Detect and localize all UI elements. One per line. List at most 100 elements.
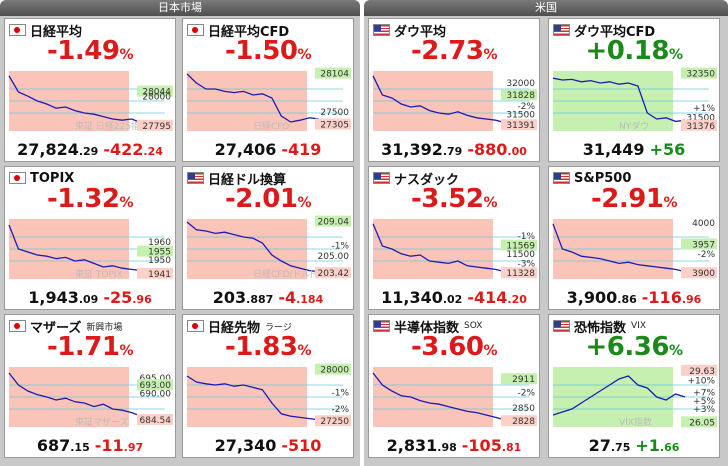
price-row: 203.887 -4.184	[183, 288, 353, 307]
price-row: 27,406 -419	[183, 140, 353, 159]
point-change-decimal: .81	[501, 441, 522, 454]
card-title: ナスダック	[373, 169, 459, 188]
axis-label-background	[681, 119, 717, 131]
percent-change-value: +0.18	[585, 36, 670, 66]
intraday-chart: 28000 -1% -2% 27250	[186, 363, 351, 427]
percent-change-value: -1.83	[225, 332, 298, 362]
axis-label: -2%	[517, 388, 535, 398]
point-change-integer: -422	[103, 140, 144, 159]
card-mothers[interactable]: マザーズ 新興市場 -1.71% 東証マザーズ 695.00 693.00 690.00 68…	[4, 314, 176, 458]
card-title: ダウ平均	[373, 21, 446, 40]
axis-label: 31828	[506, 91, 535, 101]
axis-label-background	[137, 379, 173, 391]
percent-change-value: +6.36	[585, 332, 670, 362]
axis-label-background	[137, 267, 173, 279]
point-change-integer: -880	[467, 140, 508, 159]
card-vix[interactable]: 恐怖指数 VIX +6.36% VIX指数 29.63 +10% +7% +5% +3% 26.0…	[548, 314, 720, 458]
percent-change: -2.91%	[549, 184, 719, 214]
axis-label-background	[315, 67, 351, 79]
point-change-decimal: .96	[681, 293, 702, 306]
axis-label: -3%	[517, 260, 535, 270]
axis-label: 695.00	[140, 374, 172, 384]
axis-label: 1960	[148, 238, 171, 248]
card-title: 日経ドル換算	[187, 169, 286, 188]
percent-change-value: -1.49	[47, 36, 120, 66]
point-change-integer: -414	[467, 288, 508, 307]
axis-label: 11569	[506, 242, 535, 252]
axis-label-background	[501, 415, 537, 427]
axis-label: 27250	[320, 417, 349, 427]
chart-watermark: NYダウ	[619, 120, 649, 132]
point-change-decimal: .24	[143, 145, 163, 158]
intraday-chart: 日経CFD/ドル円 209.04 -1%205.00 203.42	[186, 215, 351, 280]
axis-label-background	[137, 245, 173, 257]
point-change-decimal: .96	[132, 293, 152, 306]
price-row: 27.75 +1.66	[549, 436, 719, 455]
price-line	[186, 221, 320, 273]
card-title: TOPIX	[9, 169, 74, 187]
card-title: 恐怖指数 VIX	[553, 317, 646, 336]
percent-sign: %	[668, 343, 683, 359]
index-name: 日経平均CFD	[208, 24, 290, 40]
percent-change: +6.36%	[549, 332, 719, 362]
index-name: 恐怖指数	[574, 320, 627, 336]
chart-watermark: 東証マザーズ	[75, 416, 129, 428]
japan-market-panel-title: 日本市場	[0, 0, 360, 16]
index-name: ダウ平均CFD	[574, 24, 656, 40]
percent-change: -1.71%	[5, 332, 175, 362]
price-integer: 203	[212, 288, 247, 307]
axis-label: 3900	[692, 269, 715, 279]
price-row: 31,392.79 -880.00	[369, 140, 539, 159]
card-topix[interactable]: TOPIX -1.32% 東証 TOPIX 1960 1955 1950 1941 1,943…	[4, 166, 176, 310]
percent-change: -3.60%	[369, 332, 539, 362]
card-dow_cfd[interactable]: ダウ平均CFD +0.18% NYダウ 32350 +1% 31500 31376 31,44…	[548, 18, 720, 162]
index-name: 半導体指数	[394, 320, 460, 336]
card-nikkei_futures[interactable]: 日経先物 ラージ -1.83% 28000 -1% -2% 27250 27,340 -510	[182, 314, 354, 458]
intraday-chart: 4000 3957-2% 3900	[552, 219, 717, 279]
axis-label: 205.00	[318, 252, 350, 262]
percent-change-value: -2.91	[591, 184, 664, 214]
point-change-integer: -11	[94, 436, 124, 455]
price-decimal: .86	[617, 293, 637, 306]
point-change: -880.00	[467, 140, 527, 159]
card-nikkei_usd[interactable]: 日経ドル換算 -2.01% 日経CFD/ドル円 209.04 -1% 205.00 203.…	[182, 166, 354, 310]
japan-flag-icon	[9, 320, 26, 332]
card-sp500[interactable]: S&P500 -2.91% 4000 3957 -2% 3900 3,900.86 -116.…	[548, 166, 720, 310]
card-nikkei_cfd[interactable]: 日経平均CFD -1.50% 日経CFD 28104 27500 27305 27,406-…	[182, 18, 354, 162]
card-title: 日経平均	[9, 21, 82, 40]
index-name: S&P500	[574, 170, 632, 186]
percent-change: -1.32%	[5, 184, 175, 214]
us-flag-icon	[373, 320, 390, 332]
card-nasdaq[interactable]: ナスダック -3.52% -1% 11569 11500 -3% 11328 11,340.0…	[368, 166, 540, 310]
price-row: 11,340.02 -414.20	[369, 288, 539, 307]
price-row: 27,824.29 -422.24	[5, 140, 175, 159]
axis-label: 31391	[506, 121, 535, 131]
axis-label-background	[137, 85, 173, 97]
point-change-integer: -25	[103, 288, 133, 307]
axis-label-background	[681, 67, 717, 79]
axis-label: -2%	[517, 102, 535, 112]
axis-label: 28000	[142, 92, 171, 102]
price-integer: 687	[36, 436, 71, 455]
axis-label-background	[315, 363, 351, 375]
price-decimal: .09	[78, 293, 99, 306]
card-sox[interactable]: 半導体指数 SOX -3.60% 2911 -2% 2850 2828 2,831.98 -10…	[368, 314, 540, 458]
card-dow[interactable]: ダウ平均 -2.73% 32000 31828 -2% 31500 31391 31,392.…	[368, 18, 540, 162]
card-title: 日経平均CFD	[187, 21, 290, 40]
point-change-decimal: .184	[296, 293, 324, 306]
price-decimal: .02	[442, 293, 463, 306]
point-change-integer: -116	[641, 288, 682, 307]
percent-change-value: -2.01	[225, 184, 298, 214]
axis-label: 31500	[506, 110, 535, 120]
axis-label: 31500	[686, 113, 715, 123]
us-market-panel-title: 米国	[364, 0, 728, 16]
percent-sign: %	[668, 47, 683, 63]
percent-change-value: -1.50	[225, 36, 298, 66]
point-change: -419	[281, 140, 321, 159]
card-nikkei[interactable]: 日経平均 -1.49% 東証 日経225指数 28044 28000 27795 27,82…	[4, 18, 176, 162]
axis-label-background	[681, 238, 717, 250]
index-subtitle: ラージ	[265, 322, 292, 333]
card-title: S&P500	[553, 169, 631, 187]
